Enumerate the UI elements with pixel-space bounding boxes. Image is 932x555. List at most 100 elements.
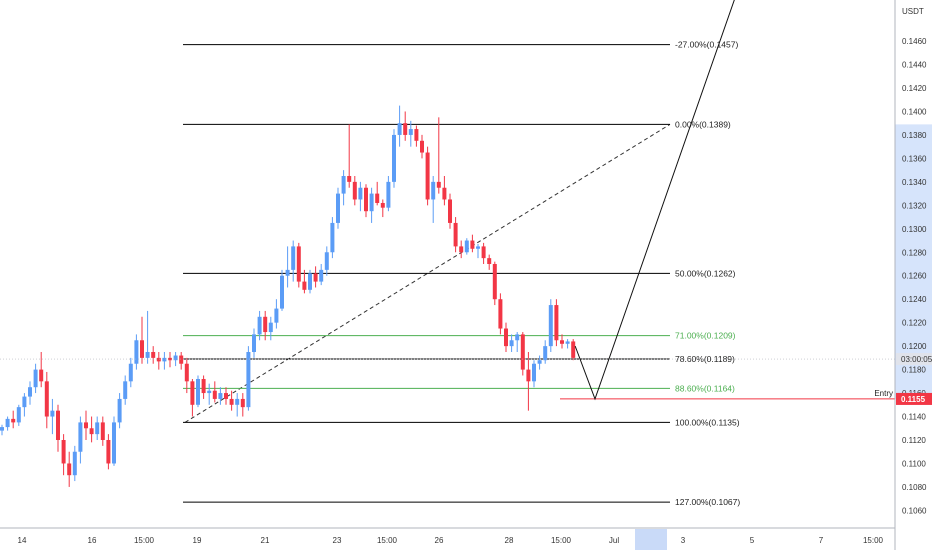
time-axis-highlight [635, 529, 667, 550]
candle-body [532, 363, 536, 382]
price-tick-label: 0.1220 [902, 319, 927, 328]
candle-body [0, 427, 4, 431]
price-tick-label: 0.1340 [902, 178, 927, 187]
candle-body [11, 418, 16, 423]
price-tick-label: 0.1400 [902, 107, 927, 116]
candle-body [386, 181, 391, 208]
time-tick-label: 28 [505, 536, 514, 545]
candle-body [442, 187, 447, 200]
candle-body [464, 240, 469, 253]
fib-trend-line [184, 123, 671, 423]
candle-body [498, 299, 503, 329]
candle-body [369, 193, 374, 212]
candle-body [537, 360, 542, 364]
countdown-label: 03:00:05 [901, 355, 932, 364]
fib-level-label: 71.00%(0.1209) [675, 331, 736, 341]
candle-body [431, 181, 436, 200]
candle-body [179, 355, 184, 364]
time-tick-label: 15:00 [863, 536, 884, 545]
candle-body [548, 305, 553, 347]
time-axis-bg [0, 528, 895, 550]
candle-body [112, 422, 116, 464]
candle-body [196, 378, 200, 405]
candle-body [324, 252, 329, 270]
fib-level-label: -27.00%(0.1457) [675, 40, 738, 50]
time-tick-label: 7 [819, 536, 824, 545]
candle-body [50, 410, 55, 417]
candle-body [313, 273, 318, 282]
candle-body [448, 199, 452, 223]
candle-body [358, 187, 363, 200]
candle-body [571, 341, 576, 358]
candle-body [207, 390, 212, 394]
price-tick-label: 0.1360 [902, 154, 927, 163]
candle-body [224, 393, 228, 399]
candle-body [420, 140, 424, 153]
price-tick-label: 0.1320 [902, 201, 927, 210]
candle-body [336, 193, 340, 223]
candle-body [201, 378, 206, 394]
candle-body [100, 422, 105, 440]
candle-body [543, 346, 548, 361]
candle-body [453, 222, 458, 247]
price-tick-label: 0.1300 [902, 225, 927, 234]
candle-body [33, 369, 38, 388]
candle-body [526, 369, 531, 382]
time-tick-label: 19 [193, 536, 202, 545]
fib-level-label: 0.00%(0.1389) [675, 119, 731, 129]
time-tick-label: 14 [18, 536, 27, 545]
time-tick-label: 15:00 [551, 536, 572, 545]
price-tick-label: 0.1080 [902, 483, 927, 492]
candle-body [28, 387, 32, 397]
candle-body [397, 123, 402, 135]
candle-body [330, 222, 335, 253]
candle-body [476, 246, 480, 249]
price-tick-label: 0.1460 [902, 37, 927, 46]
candle-body [117, 398, 122, 423]
candle-body [392, 134, 396, 182]
candle-body [263, 316, 268, 333]
candle-body [380, 202, 385, 208]
candle-body [246, 352, 251, 408]
candle-body [481, 246, 486, 259]
candle-body [308, 273, 312, 290]
candle-body [22, 396, 27, 408]
last-price-label: 0.1155 [901, 395, 926, 404]
candle-body [39, 369, 44, 382]
candle-body [347, 176, 352, 182]
candle-body [515, 334, 520, 341]
candle-body [184, 363, 189, 382]
fib-level-label: 88.60%(0.1164) [675, 383, 735, 393]
candle-body [140, 340, 144, 358]
candle-body [257, 316, 262, 335]
time-tick-label: 26 [435, 536, 444, 545]
time-tick-label: 23 [333, 536, 342, 545]
candle-body [408, 129, 413, 135]
candle-body [436, 181, 441, 188]
candle-body [375, 193, 380, 203]
fib-level-label: 100.00%(0.1135) [675, 417, 740, 427]
candle-body [134, 340, 139, 364]
time-tick-label: Jul [609, 536, 619, 545]
currency-label: USDT [902, 7, 924, 16]
candle-body [145, 352, 150, 358]
candle-body [554, 305, 559, 341]
candle-body [106, 440, 111, 464]
candle-body [352, 181, 357, 200]
price-tick-label: 0.1200 [902, 342, 927, 351]
candle-body [459, 246, 464, 253]
entry-label: Entry [874, 389, 893, 398]
last-price-box [896, 392, 932, 405]
candle-body [84, 422, 88, 429]
time-tick-label: 21 [261, 536, 270, 545]
candle-body [44, 381, 49, 417]
candle-body [319, 269, 324, 282]
price-tick-label: 0.1180 [902, 366, 926, 375]
price-tick-label: 0.1280 [902, 248, 927, 257]
projection-path [574, 0, 735, 401]
candle-body [240, 398, 245, 408]
candle-body [156, 357, 161, 362]
candle-body [229, 398, 234, 405]
